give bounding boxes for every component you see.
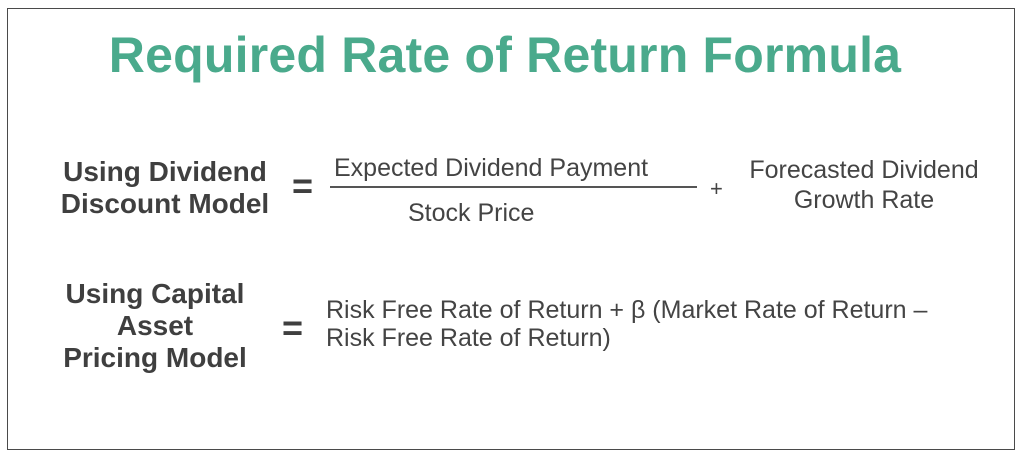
- ddm-label-line-2: Discount Model: [60, 188, 270, 219]
- ddm-equals-sign: =: [292, 165, 314, 206]
- capm-formula-line-1: Risk Free Rate of Return + β (Market Rat…: [326, 296, 928, 324]
- formula-card-frame: [7, 8, 1015, 450]
- capm-formula-line-2: Risk Free Rate of Return): [326, 324, 611, 352]
- ddm-growth-rate: Forecasted Dividend Growth Rate: [734, 155, 994, 215]
- capm-label-line-3: Pricing Model: [63, 342, 247, 373]
- ddm-plus-sign: +: [710, 176, 723, 201]
- ddm-growth-line-1: Forecasted Dividend: [749, 156, 979, 184]
- ddm-fraction-bar: [330, 186, 697, 188]
- ddm-numerator: Expected Dividend Payment: [334, 154, 649, 182]
- capm-formula: Risk Free Rate of Return + β (Market Rat…: [326, 296, 927, 352]
- ddm-label: Using Dividend Discount Model: [40, 156, 290, 220]
- ddm-label-line-1: Using Dividend: [63, 156, 267, 187]
- ddm-growth-line-2: Growth Rate: [793, 186, 935, 214]
- capm-equals-sign: =: [282, 307, 304, 348]
- capm-label-line-1: Using Capital: [65, 278, 245, 309]
- page-title: Required Rate of Return Formula: [108, 27, 902, 83]
- capm-label-line-2: Asset: [116, 310, 194, 341]
- ddm-denominator: Stock Price: [408, 199, 535, 227]
- capm-label: Using Capital Asset Pricing Model: [30, 278, 280, 374]
